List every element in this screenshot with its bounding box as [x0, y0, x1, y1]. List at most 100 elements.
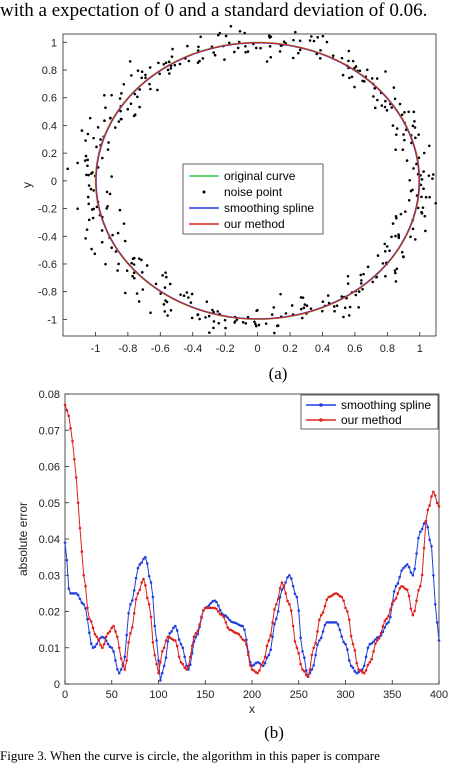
series-point — [228, 618, 231, 622]
y-tick-label-a: -0.8 — [38, 287, 57, 299]
noise-point — [302, 306, 306, 310]
noise-point — [359, 282, 363, 285]
series-point — [321, 630, 325, 633]
legend-label-b: smoothing spline — [341, 398, 431, 412]
series-point — [245, 643, 248, 647]
panel-label-a: (a) — [268, 364, 288, 383]
series-point — [284, 581, 287, 584]
noise-point — [137, 257, 141, 260]
series-point — [351, 666, 355, 669]
x-tick-label-a: 0 — [255, 343, 261, 355]
noise-point — [325, 40, 329, 44]
noise-point — [402, 255, 405, 258]
noise-point — [197, 45, 200, 49]
noise-point — [117, 262, 120, 266]
noise-point — [404, 210, 407, 213]
noise-point — [178, 62, 182, 66]
series-point — [102, 642, 106, 646]
series-point — [310, 653, 314, 657]
series-point — [340, 635, 344, 638]
noise-point — [318, 57, 322, 60]
noise-point — [384, 70, 387, 73]
y-tick-label-b: 0.01 — [39, 643, 60, 655]
y-tick-label-a: -0.2 — [38, 204, 57, 216]
series-point — [215, 607, 218, 611]
series-point — [402, 566, 405, 570]
series-point — [387, 621, 390, 624]
noise-point — [424, 229, 427, 233]
noise-point — [164, 271, 167, 274]
x-tick-label-b: 150 — [196, 689, 214, 701]
noise-point — [189, 301, 193, 304]
noise-point — [279, 292, 282, 296]
noise-point — [316, 35, 320, 39]
series-point — [289, 577, 293, 580]
series-point — [217, 610, 220, 613]
noise-point — [211, 308, 214, 312]
series-point — [198, 623, 201, 626]
noise-point — [122, 83, 126, 86]
series-point — [168, 636, 172, 639]
series-point — [145, 596, 149, 600]
noise-point — [373, 106, 377, 110]
series-point — [129, 631, 132, 635]
noise-point — [417, 156, 421, 160]
series-point — [142, 577, 145, 581]
series-point — [136, 592, 140, 595]
series-point — [175, 644, 179, 648]
series-point — [123, 655, 127, 659]
noise-point — [86, 164, 89, 168]
series-point — [116, 635, 119, 639]
series-point — [437, 505, 441, 508]
chart-b-absolute-error: 0 50 100 150 200 250 300 350 400 0 0.01 0.02 0.03 0.0… — [16, 389, 448, 716]
noise-point — [416, 206, 420, 210]
noise-point — [411, 188, 414, 192]
noise-point — [408, 178, 411, 182]
noise-point — [212, 51, 215, 54]
series-point — [433, 494, 437, 497]
series-point — [93, 645, 97, 649]
noise-point — [212, 320, 216, 323]
series-point — [86, 606, 89, 610]
noise-point — [223, 58, 226, 61]
noise-point — [390, 106, 394, 109]
noise-point — [99, 138, 102, 141]
series-point — [151, 641, 155, 644]
noise-point — [133, 92, 137, 96]
noise-point — [422, 170, 425, 173]
noise-point — [233, 50, 236, 54]
series-point — [349, 664, 353, 668]
legend-marker-b — [319, 403, 323, 407]
noise-point — [185, 291, 189, 294]
series-point — [329, 595, 332, 598]
noise-point — [393, 269, 397, 272]
noise-point — [333, 309, 336, 313]
series-point — [319, 613, 323, 617]
series-point — [215, 600, 218, 604]
series-point — [211, 606, 215, 610]
noise-point — [110, 175, 113, 178]
noise-point — [381, 262, 385, 265]
series-point — [97, 638, 100, 641]
series-point — [342, 599, 345, 602]
series-point — [280, 581, 284, 584]
noise-point — [305, 304, 309, 308]
series-point — [222, 615, 226, 619]
series-point — [295, 595, 299, 599]
series-point — [273, 608, 276, 611]
noise-point — [118, 97, 122, 100]
y-tick-label-a: 0.8 — [42, 65, 57, 77]
noise-point — [350, 75, 354, 79]
series-point — [420, 573, 424, 577]
noise-point — [423, 214, 427, 218]
series-point — [419, 530, 422, 534]
noise-point — [86, 158, 89, 162]
noise-point — [208, 331, 211, 334]
series-point — [84, 584, 87, 588]
noise-point — [85, 173, 88, 177]
series-point — [293, 592, 297, 596]
noise-point — [87, 202, 91, 206]
x-tick-label-b: 300 — [336, 689, 354, 701]
series-point — [331, 621, 334, 624]
series-point — [220, 613, 224, 617]
